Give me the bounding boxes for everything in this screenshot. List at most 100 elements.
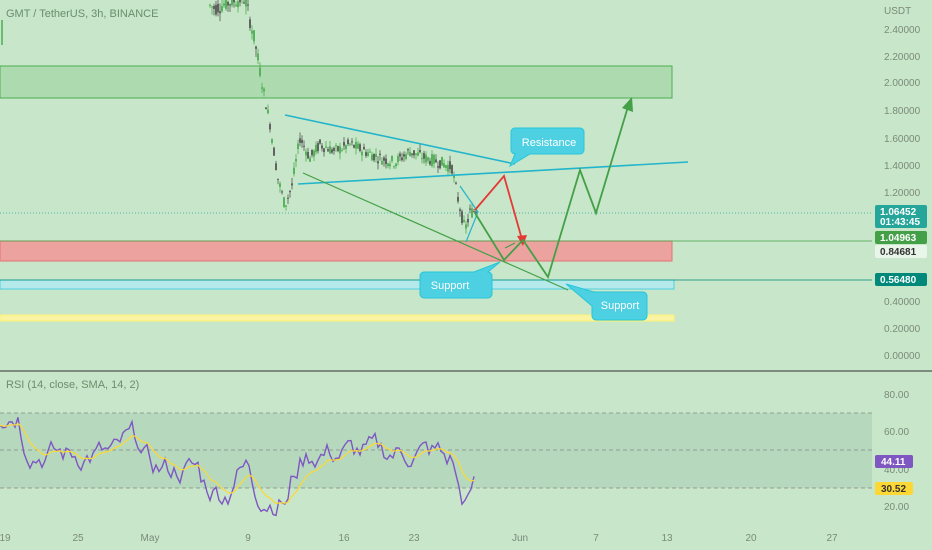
candle-body [249,19,251,29]
candle-body [411,153,413,155]
candle-body [223,3,225,6]
candle-body [423,153,425,159]
candle-body [299,138,301,143]
candle-body [273,147,275,156]
support-zone-red [0,240,673,262]
candle-body [337,146,339,151]
candle-body [449,161,451,170]
candle-body [473,211,475,213]
candle-body [255,46,257,49]
candle-body [463,219,465,222]
candle-body [445,165,447,168]
candle-body [253,30,255,42]
price-tag-label: 1.06452 [880,207,917,218]
candle-body [383,157,385,161]
currency-label: USDT [884,6,911,17]
candle-body [213,6,215,9]
candle-body [239,0,241,3]
rsi-ma-line [0,422,475,505]
resistance-callout[interactable]: Resistance [508,127,585,168]
candle-body [405,154,407,159]
candle-body [415,153,417,155]
rsi-value-label: 44.11 [881,457,906,468]
candle-body [331,149,333,153]
candle-body [233,0,235,3]
candle-body [291,183,293,186]
candle-body [341,149,343,151]
candle-body [265,107,267,110]
support-callout-2-box [565,283,648,321]
candle-body [429,160,431,165]
support-callout-1-text: Support [431,280,470,292]
small-triangle[interactable] [459,185,479,243]
candle-body [209,4,211,6]
time-tick-label: 23 [408,533,420,544]
candle-body [393,166,395,168]
support-zone-yellow [0,314,675,322]
time-tick-label: 27 [826,533,838,544]
candle-body [401,157,403,161]
candle-body [465,224,467,229]
candle-body [329,146,331,154]
candle-body [215,4,217,15]
time-tick-label: Jun [512,533,528,544]
candle-body [361,151,363,156]
price-tag-box [875,205,927,228]
candle-body [251,30,253,34]
resistance-callout-text: Resistance [522,137,576,149]
candle-body [211,6,213,8]
candle-body [347,139,349,144]
candle-body [319,139,321,144]
candle-body [339,146,341,154]
price-tick-label: 2.40000 [884,25,921,36]
time-tick-label: 25 [72,533,84,544]
green-projection-path[interactable] [474,99,631,280]
candle-body [221,6,223,12]
support-callout-2[interactable]: Support [565,283,648,321]
candle-body [419,150,421,153]
price-tick-label: 0.20000 [884,324,921,335]
candle-body [315,144,317,153]
candle-body [387,163,389,167]
wedge-lower-line[interactable] [302,172,569,291]
candle-body [425,154,427,163]
candle-body [375,154,377,158]
candle-body [389,163,391,167]
price-tick-label: 0.40000 [884,297,921,308]
candle-body [245,0,247,7]
candle-body [461,211,463,224]
support-callout-1[interactable]: Support [419,261,501,299]
price-tag-box [875,273,927,286]
candle-body [261,87,263,89]
descending-trendline[interactable] [284,114,516,165]
price-tick-label: 0.00000 [884,351,921,362]
candle-body [475,211,477,214]
candle-body [469,208,471,210]
green-arrow-tick [504,242,516,249]
candle-body [313,150,315,157]
candle-body [263,88,265,92]
red-projection-path[interactable] [474,174,524,244]
candle-body [441,156,443,166]
candle-body [351,141,353,143]
candle-body [335,145,337,147]
rsi-axis[interactable]: 80.00 60.00 40.00 20.00 [884,390,909,513]
candle-body [343,141,345,146]
price-tag-label: 1.04963 [880,233,917,244]
candle-body [421,158,423,160]
candle-body [455,182,457,184]
price-axis[interactable]: 2.40000 2.20000 2.00000 1.80000 1.60000 1.400… [884,25,921,362]
candle-body [257,53,259,61]
candle-body [431,154,433,167]
price-tick-label: 1.20000 [884,188,921,199]
time-axis[interactable]: 19 25 May 9 16 23 Jun 7 13 20 27 [0,533,838,544]
price-tick-label: 1.60000 [884,134,921,145]
horizontal-resistance-line[interactable] [297,161,689,185]
candle-body [247,4,249,6]
candle-body [457,196,459,202]
candle-body [281,191,283,193]
candle-body [417,152,419,156]
